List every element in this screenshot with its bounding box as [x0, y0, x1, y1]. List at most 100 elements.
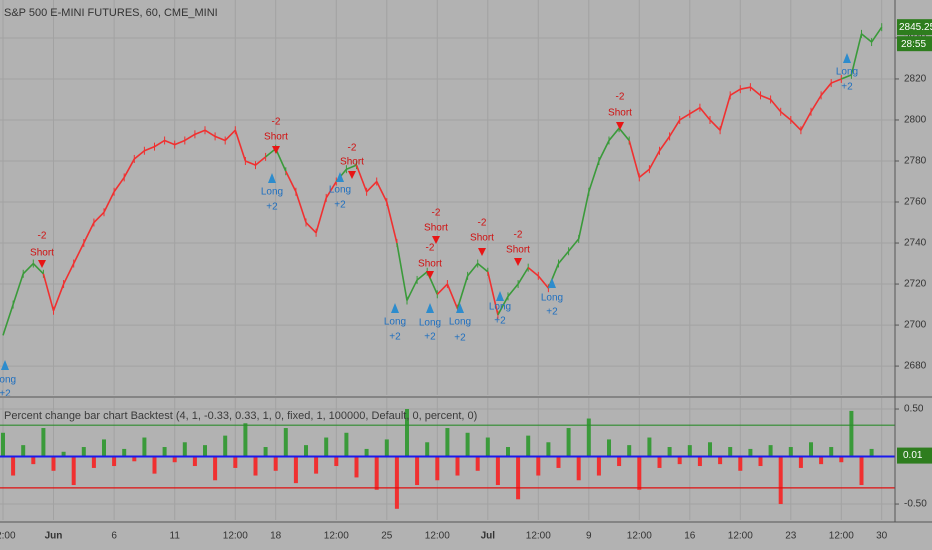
indicator-pane: [0, 398, 895, 520]
last-value-label: 0.01: [903, 450, 923, 461]
countdown-label: 28:55: [901, 39, 926, 50]
long-marker: [426, 303, 434, 313]
x-tick-label: Jul: [481, 531, 496, 542]
price-segment: [204, 129, 216, 138]
price-segment: [477, 262, 489, 273]
change-bar: [415, 456, 420, 486]
y-tick-label: 0.50: [904, 404, 924, 415]
trade-qty: -2: [426, 243, 435, 254]
long-marker: [456, 303, 464, 313]
trade-qty: +2: [494, 316, 506, 327]
price-segment: [668, 119, 681, 137]
short-marker: [478, 248, 486, 256]
price-segment: [557, 250, 570, 265]
change-bar: [233, 456, 238, 468]
change-bar: [819, 456, 824, 465]
trade-qty: -2: [38, 231, 47, 242]
change-bar: [314, 456, 319, 474]
price-segment: [396, 242, 408, 301]
price-segment: [840, 74, 852, 80]
change-bar: [172, 456, 177, 463]
price-segment: [699, 107, 711, 121]
y-tick-label: 2820: [904, 74, 927, 85]
change-bar: [708, 442, 712, 457]
change-bar: [506, 447, 510, 457]
change-bar: [405, 409, 409, 457]
change-bar: [718, 456, 723, 465]
trade-qty: +2: [454, 333, 466, 344]
x-tick-label: 12:00: [728, 531, 753, 542]
price-segment: [254, 156, 267, 166]
x-tick-label: 12:00: [627, 531, 652, 542]
price-segment: [234, 129, 247, 162]
price-segment: [689, 106, 701, 115]
change-bar: [839, 456, 844, 463]
change-bar: [51, 456, 56, 471]
price-segment: [22, 262, 34, 275]
change-bar: [283, 428, 288, 457]
price-segment: [628, 140, 641, 178]
change-bar: [586, 418, 591, 457]
change-bar: [304, 445, 308, 457]
trade-qty: -2: [478, 218, 487, 229]
change-bar: [758, 456, 763, 467]
change-bar: [374, 456, 379, 490]
y-tick-label: -0.50: [904, 499, 927, 510]
price-segment: [72, 242, 85, 264]
long-marker: [391, 303, 399, 313]
short-marker: [272, 146, 280, 154]
change-bar: [182, 442, 187, 457]
long-marker: [336, 172, 344, 182]
x-tick-label: 30: [876, 531, 888, 542]
trade-side: Long: [384, 317, 406, 328]
trade-side: Short: [418, 259, 442, 270]
y-tick-label: 2740: [904, 238, 927, 249]
price-segment: [608, 127, 620, 141]
trade-side: Long: [449, 317, 471, 328]
x-tick-label: Jun: [45, 531, 63, 542]
price-segment: [375, 181, 388, 203]
x-tick-label: 12:00: [0, 531, 16, 542]
y-tick-label: 2800: [904, 115, 927, 126]
change-bar: [607, 439, 611, 457]
y-tick-label: 2760: [904, 197, 927, 208]
change-bar: [526, 435, 531, 457]
price-segment: [850, 33, 863, 76]
change-bar: [455, 456, 460, 476]
x-tick-label: 12:00: [324, 531, 349, 542]
long-marker: [843, 53, 851, 63]
price-segment: [567, 238, 580, 252]
long-marker: [268, 173, 276, 183]
y-tick-label: 2700: [904, 320, 927, 331]
price-segment: [315, 197, 327, 233]
trade-qty: -2: [616, 92, 625, 103]
trade-qty: +2: [389, 332, 401, 343]
change-bar: [41, 428, 46, 457]
price-segment: [527, 267, 539, 277]
change-bar: [657, 456, 662, 468]
price-segment: [729, 88, 741, 97]
price-segment: [780, 111, 792, 121]
change-bar: [223, 435, 228, 457]
price-segment: [517, 267, 529, 285]
change-bar: [71, 456, 76, 486]
price-segment: [446, 283, 459, 309]
trade-qty: +2: [266, 202, 278, 213]
price-segment: [386, 201, 398, 244]
trade-side: Long: [419, 318, 441, 329]
trade-side: Long: [489, 302, 511, 313]
change-bar: [647, 437, 652, 457]
price-segment: [305, 221, 317, 234]
change-bar: [465, 432, 470, 457]
change-bar: [667, 447, 672, 457]
trade-side: Short: [470, 233, 494, 244]
price-segment: [133, 150, 145, 160]
change-bar: [122, 448, 127, 457]
change-bar: [778, 456, 783, 505]
change-bar: [697, 456, 702, 467]
change-bar: [546, 442, 551, 457]
trade-qty: -2: [514, 230, 523, 241]
x-tick-label: 6: [111, 531, 117, 542]
